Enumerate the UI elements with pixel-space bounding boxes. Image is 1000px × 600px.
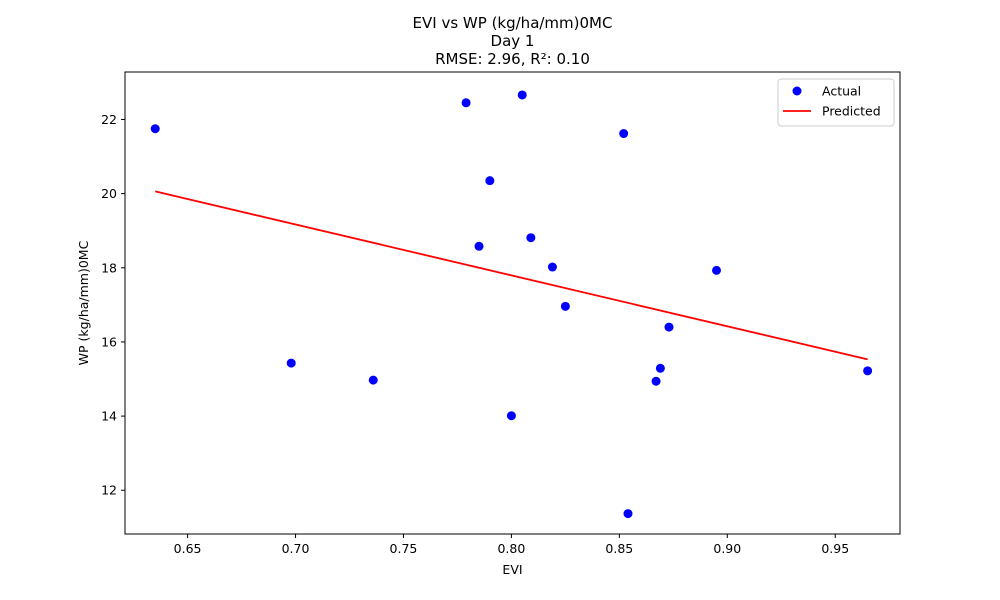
x-tick-label: 0.65 [174,541,202,556]
chart-title-line-3: RMSE: 2.96, R²: 0.10 [435,50,590,68]
x-tick-label: 0.75 [390,541,418,556]
y-axis-ticks: 12 14 16 18 20 22 [101,112,125,498]
y-tick-label: 16 [101,334,117,349]
y-tick-label: 18 [101,260,117,275]
predicted-series [155,190,868,361]
actual-point [368,375,378,385]
actual-point [655,363,665,373]
x-tick-label: 0.95 [821,541,849,556]
actual-point [517,90,527,100]
actual-point [506,411,516,421]
legend-box [777,78,895,127]
predicted-line [155,190,868,361]
x-tick-label: 0.85 [605,541,633,556]
actual-point [664,322,674,332]
actual-point [619,129,629,139]
x-axis-label: EVI [502,562,522,577]
y-tick-label: 22 [101,112,117,127]
actual-series [150,90,873,519]
x-tick-label: 0.80 [497,541,525,556]
chart-title-line-2: Day 1 [491,32,535,50]
x-axis-ticks: 0.65 0.70 0.75 0.80 0.85 0.90 0.95 [174,534,849,556]
actual-point [461,98,471,108]
y-tick-label: 12 [101,483,117,498]
y-axis-label: WP (kg/ha/mm)0MC [76,240,91,365]
actual-point [547,262,557,272]
chart-title: EVI vs WP (kg/ha/mm)0MC Day 1 RMSE: 2.96… [413,14,613,68]
legend-marker-actual [792,86,802,96]
actual-point [474,241,484,251]
y-tick-label: 20 [101,186,117,201]
x-tick-label: 0.90 [713,541,741,556]
y-tick-label: 14 [101,409,117,424]
actual-point [150,124,160,134]
legend-label-predicted: Predicted [822,104,881,119]
legend: Actual Predicted [777,78,895,127]
chart-title-line-1: EVI vs WP (kg/ha/mm)0MC [413,14,613,32]
actual-point [286,358,296,368]
actual-point [485,176,495,186]
actual-point [623,509,633,519]
x-tick-label: 0.70 [282,541,310,556]
actual-point [712,265,722,275]
legend-label-actual: Actual [822,84,861,99]
actual-point [526,233,536,243]
actual-point [560,301,570,311]
actual-point [651,376,661,386]
axes-frame [124,71,901,535]
actual-point [863,366,873,376]
